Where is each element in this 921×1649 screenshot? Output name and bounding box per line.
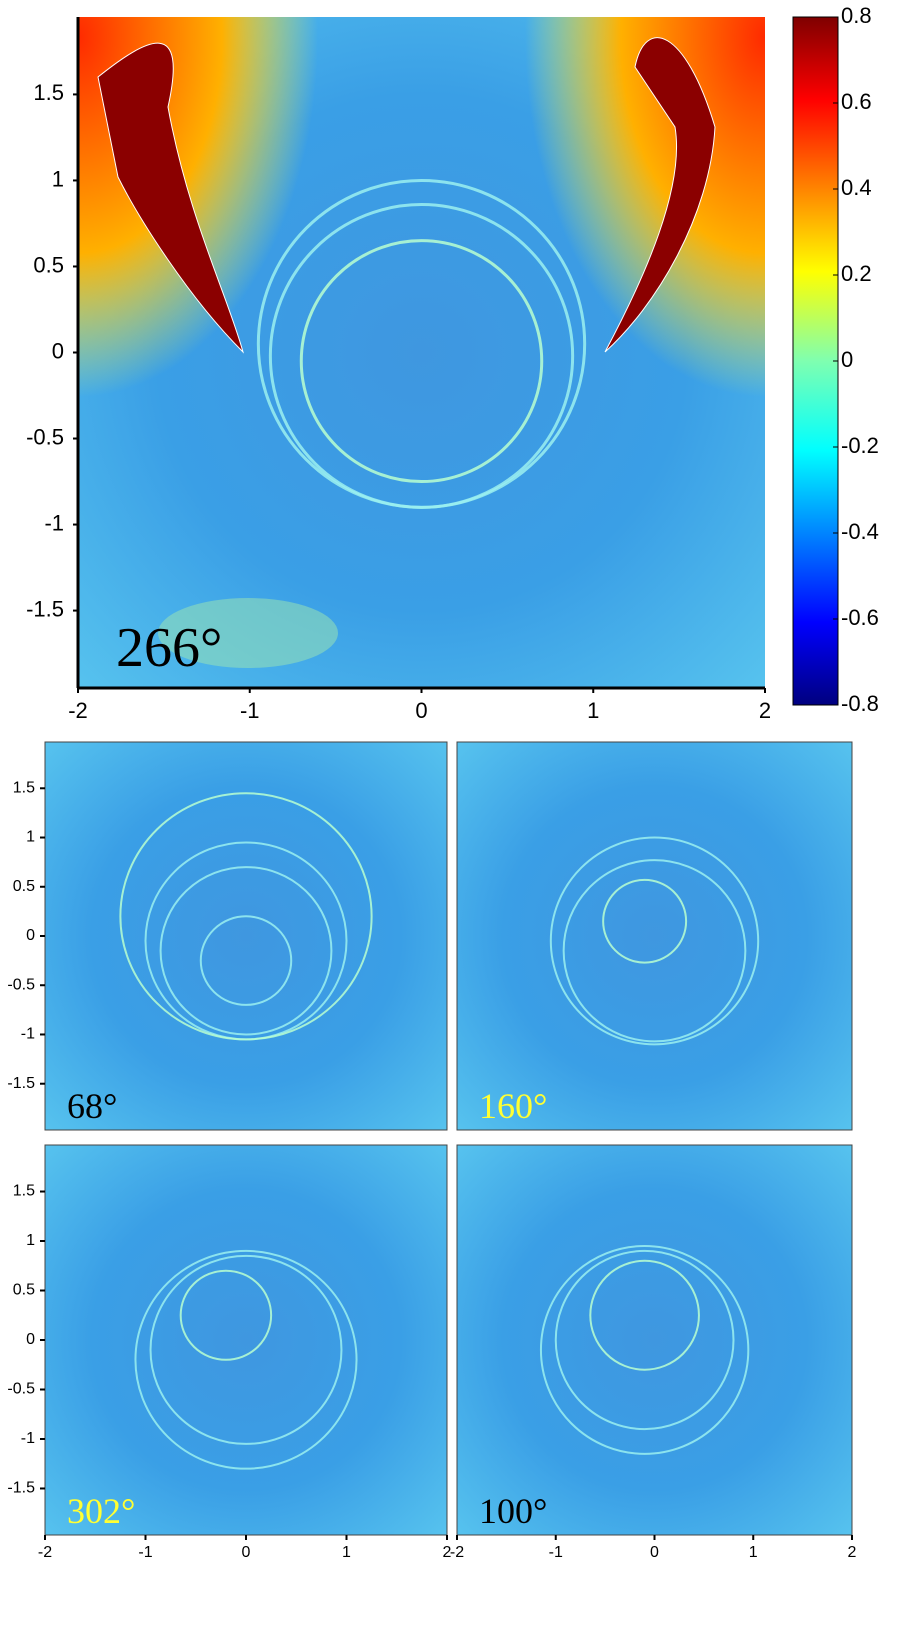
- y-tick-label: 1.5: [33, 80, 64, 105]
- y-tick-label: 0: [26, 1331, 35, 1348]
- y-tick-label: -1.5: [7, 1075, 35, 1092]
- y-tick-label: 0.5: [33, 252, 64, 277]
- angle-label: 68°: [67, 1086, 117, 1126]
- ring: [149, 1254, 343, 1445]
- hot-region: [97, 42, 244, 354]
- colorbar-tick-label: 0: [841, 347, 853, 372]
- x-tick-label: -2: [38, 1544, 52, 1561]
- ring: [602, 878, 688, 964]
- angle-label: 160°: [479, 1086, 547, 1126]
- ring: [589, 1259, 700, 1371]
- colorbar-tick-label: -0.6: [841, 605, 879, 630]
- y-tick-label: 1: [26, 829, 35, 846]
- colorbar-tick-label: -0.8: [841, 691, 879, 716]
- ring: [119, 792, 373, 1041]
- y-tick-label: -1: [44, 510, 64, 535]
- y-tick-label: 0.5: [13, 1282, 35, 1299]
- y-tick-label: -1: [21, 1430, 35, 1447]
- x-tick-label: 1: [749, 1544, 758, 1561]
- y-tick-label: -1: [21, 1026, 35, 1043]
- y-tick-label: 0: [26, 927, 35, 944]
- x-tick-label: 0: [242, 1544, 251, 1561]
- heatmap-panel: 1.5 1 0.5 0 -0.5 -1 -1.5 -2 -1 0 1 2 266° 0.8 0.6 0.4 0.…: [26, 3, 879, 723]
- colorbar-tick-label: 0.4: [841, 175, 872, 200]
- heatmap-panel: -2 -1 0 1 2 100°: [450, 1144, 857, 1561]
- y-tick-label: -0.5: [7, 976, 35, 993]
- heatmap-panel: 1.5 1 0.5 0 -0.5 -1 -1.5 68°: [7, 741, 448, 1131]
- heatmap-background: [45, 1145, 447, 1535]
- ring: [268, 203, 575, 509]
- ring: [549, 836, 760, 1046]
- colorbar-tick-label: 0.2: [841, 261, 872, 286]
- ring: [539, 1244, 750, 1455]
- colorbar-tick-label: -0.2: [841, 433, 879, 458]
- angle-label: 266°: [116, 617, 222, 679]
- heatmap-panel: 1.5 1 0.5 0 -0.5 -1 -1.5 -2 -1 0 1 2 302°: [7, 1144, 452, 1561]
- x-tick-label: 1: [342, 1544, 351, 1561]
- x-tick-label: 1: [587, 698, 599, 723]
- x-tick-label: 2: [443, 1544, 452, 1561]
- x-tick-label: -1: [240, 698, 260, 723]
- heatmap-image: [45, 742, 447, 1130]
- ring: [199, 915, 293, 1006]
- y-tick-label: 1: [26, 1232, 35, 1249]
- heatmap-image: [457, 1145, 852, 1535]
- y-tick-label: 0.5: [13, 878, 35, 895]
- y-tick-label: -0.5: [26, 424, 64, 449]
- ring: [179, 1269, 273, 1361]
- angle-label: 302°: [67, 1491, 135, 1531]
- x-tick-label: -2: [68, 698, 88, 723]
- ring: [554, 1249, 735, 1431]
- colorbar: [792, 16, 839, 706]
- angle-label: 100°: [479, 1491, 547, 1531]
- y-tick-label: -0.5: [7, 1381, 35, 1398]
- y-tick-label: -1.5: [7, 1480, 35, 1497]
- y-tick-label: 1.5: [13, 1183, 35, 1200]
- heatmap-image: [457, 742, 852, 1130]
- x-tick-label: -1: [549, 1544, 563, 1561]
- x-tick-label: -1: [138, 1544, 152, 1561]
- heatmap-background: [45, 742, 447, 1130]
- warm-spot: [158, 598, 338, 668]
- y-tick-label: 1: [52, 166, 64, 191]
- colorbar-tick-label: 0.8: [841, 3, 872, 28]
- x-tick-label: 0: [650, 1544, 659, 1561]
- ring: [159, 866, 333, 1036]
- x-tick-label: 0: [415, 698, 427, 723]
- x-tick-label: 2: [848, 1544, 857, 1561]
- ring: [299, 239, 544, 484]
- y-tick-label: 1.5: [13, 780, 35, 797]
- ring: [134, 1249, 358, 1470]
- x-tick-label: 2: [759, 698, 771, 723]
- ring: [562, 859, 747, 1043]
- y-tick-label: 0: [52, 338, 64, 363]
- plot-frame: [456, 741, 853, 1131]
- x-tick-label: -2: [450, 1544, 464, 1561]
- colorbar-tick-label: 0.6: [841, 89, 872, 114]
- heatmap-background: [457, 742, 852, 1130]
- heatmap-panel: 160°: [456, 741, 853, 1131]
- hot-region: [604, 37, 716, 353]
- heatmap-image: [78, 17, 765, 688]
- heatmap-image: [45, 1145, 447, 1535]
- colorbar-tick-label: -0.4: [841, 519, 879, 544]
- heatmap-background: [457, 1145, 852, 1535]
- y-tick-label: -1.5: [26, 596, 64, 621]
